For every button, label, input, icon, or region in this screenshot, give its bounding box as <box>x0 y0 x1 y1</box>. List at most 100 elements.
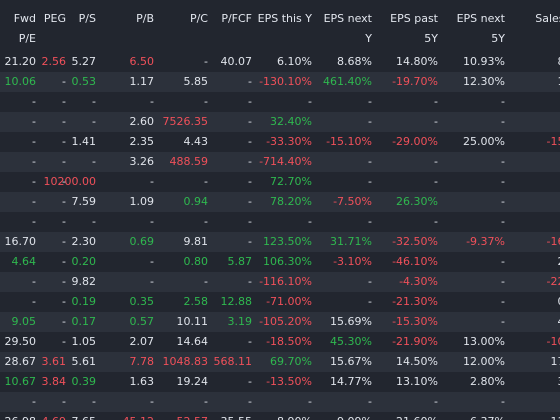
col-header-eps_next_y[interactable]: EPS next <box>323 12 372 25</box>
cell-eps_next_5y: - <box>501 295 505 308</box>
cell-eps_this_y: -714.40% <box>259 155 312 168</box>
cell-sales_past: 4.8 <box>558 312 560 332</box>
cell-eps_next_5y: - <box>501 195 505 208</box>
col-header-peg[interactable]: PEG <box>43 12 66 25</box>
cell-ps: 0.20 <box>71 255 97 268</box>
cell-pc: 7526.35 <box>162 115 209 128</box>
cell-eps_past_5y: 13.10% <box>396 375 438 388</box>
cell-fwd_pe: - <box>32 175 36 188</box>
table-row[interactable]: 26.98 4.69 7.65 45.12 52.57 35.55 8.90% 9.09% 21… <box>0 412 560 420</box>
cell-eps_next_y: 15.67% <box>330 355 372 368</box>
table-row[interactable]: --9.82----116.10%--4.30%--22.8 <box>0 272 560 292</box>
col-header-eps_past_5y[interactable]: EPS past <box>390 12 438 25</box>
cell-fwd_pe: 16.70 <box>4 235 37 248</box>
cell-eps_next_5y: 10.93% <box>463 55 505 68</box>
cell-eps_next_5y: - <box>501 115 505 128</box>
cell-eps_next_y: 14.77% <box>330 375 372 388</box>
col-header-sales_past[interactable]: Sales p <box>535 12 560 25</box>
cell-pfcf: - <box>248 395 252 408</box>
col-header-fwd_pe-line2[interactable]: P/E <box>18 32 36 45</box>
cell-eps_this_y: -130.10% <box>259 75 312 88</box>
table-row[interactable]: --10200.00---72.70%---- <box>0 172 560 192</box>
cell-eps_past_5y: - <box>434 395 438 408</box>
cell-peg: - <box>62 135 66 148</box>
col-header-eps_next_5y-line2[interactable]: 5Y <box>491 32 505 45</box>
cell-ps: 1.05 <box>71 335 97 348</box>
table-row[interactable]: - -1.41 2.35 4.43- -33.30% -15.10% -29.00% 25.0… <box>0 132 560 152</box>
table-row[interactable]: 29.50-1.05 2.07 14.64- -18.50% 45.30% -21.90%… <box>0 332 560 352</box>
table-row[interactable]: 10.67 3.84 0.39 1.63 19.24 - -13.50% 14.77% 13.1… <box>0 372 560 392</box>
table-row[interactable]: ----------- <box>0 92 560 112</box>
cell-pfcf: 35.55 <box>221 412 253 420</box>
cell-eps_next_y: -15.10% <box>326 135 372 148</box>
cell-pfcf: - <box>248 175 252 188</box>
cell-sales_past: -16.4 <box>546 235 560 248</box>
table-row[interactable]: 16.70-2.30 0.69 9.81-123.50% 31.71% -32.50% -… <box>0 232 560 252</box>
cell-sales_past: -22.8 <box>546 275 560 288</box>
cell-ps: 10200.00 <box>43 175 97 188</box>
col-header-eps_next_5y[interactable]: EPS next <box>456 12 505 25</box>
cell-pb: 1.63 <box>129 375 155 388</box>
col-header-pfcf[interactable]: P/FCF <box>221 12 252 25</box>
cell-eps_next_5y: - <box>501 275 505 288</box>
cell-eps_next_y: - <box>368 295 372 308</box>
col-header-eps_this_y[interactable]: EPS this Y <box>257 12 312 25</box>
cell-eps_this_y: 69.70% <box>270 355 312 368</box>
cell-sales_past: 0.7 <box>558 292 560 312</box>
cell-ps: - <box>92 95 96 108</box>
cell-eps_next_y: -3.10% <box>333 255 372 268</box>
col-header-ps[interactable]: P/S <box>78 12 96 25</box>
cell-pfcf: 12.88 <box>220 295 253 308</box>
cell-eps_past_5y: - <box>434 175 438 188</box>
cell-peg: - <box>62 315 66 328</box>
cell-fwd_pe: - <box>32 275 36 288</box>
cell-pc: 52.57 <box>177 412 209 420</box>
cell-eps_next_5y: -9.37% <box>466 235 505 248</box>
cell-eps_next_5y: 6.37% <box>470 412 505 420</box>
cell-pc: - <box>204 95 208 108</box>
table-row[interactable]: 4.64-0.20-0.805.87106.30%-3.10%-46.10%-2… <box>0 252 560 272</box>
cell-peg: - <box>62 95 66 108</box>
cell-pb: 6.50 <box>129 55 155 68</box>
cell-eps_next_y: 45.30% <box>330 335 372 348</box>
cell-ps: 0.39 <box>71 375 97 388</box>
cell-pb: 3.26 <box>129 155 155 168</box>
col-header-pc[interactable]: P/C <box>189 12 208 25</box>
col-header-eps_next_y-line2[interactable]: Y <box>365 32 372 45</box>
cell-eps_past_5y: 14.50% <box>396 355 438 368</box>
cell-eps_next_y: 9.09% <box>337 412 372 420</box>
cell-eps_past_5y: -4.30% <box>399 275 438 288</box>
table-row[interactable]: 28.67 3.61 5.61 7.78 1048.83 568.11 69.70% 15.6… <box>0 352 560 372</box>
col-header-fwd_pe[interactable]: Fwd <box>13 12 36 25</box>
table-row[interactable]: ----------- <box>0 212 560 232</box>
table-row[interactable]: 21.20 2.56 5.27 6.50 -40.07 6.10% 8.68% 14.80% 1… <box>0 52 560 72</box>
col-header-eps_past_5y-line2[interactable]: 5Y <box>424 32 438 45</box>
cell-pfcf: 568.11 <box>213 355 253 368</box>
cell-peg: 3.84 <box>41 375 67 388</box>
cell-peg: - <box>62 195 66 208</box>
cell-ps: 9.82 <box>71 275 97 288</box>
cell-eps_next_5y: - <box>501 215 505 228</box>
table-row[interactable]: ----------- <box>0 392 560 412</box>
cell-eps_this_y: 123.50% <box>263 235 312 248</box>
cell-peg: - <box>62 395 66 408</box>
cell-ps: 0.17 <box>71 315 97 328</box>
cell-eps_next_y: 15.69% <box>330 315 372 328</box>
cell-eps_past_5y: - <box>434 115 438 128</box>
cell-pc: - <box>204 175 208 188</box>
cell-pb: 7.78 <box>129 355 155 368</box>
cell-eps_this_y: - <box>308 95 312 108</box>
cell-sales_past: -10.2 <box>546 335 560 348</box>
col-header-pb[interactable]: P/B <box>136 12 154 25</box>
cell-peg: - <box>62 295 66 308</box>
table-row[interactable]: --7.591.090.94-78.20%-7.50%26.30%-- <box>0 192 560 212</box>
cell-pb: 1.17 <box>129 75 155 88</box>
table-row[interactable]: 10.06-0.53 1.17 5.85- -130.10% 461.40% -19.70… <box>0 72 560 92</box>
table-row[interactable]: 9.05-0.17 0.57 10.11 3.19 -105.20% 15.69% -15.… <box>0 312 560 332</box>
cell-ps: 7.59 <box>71 195 97 208</box>
cell-fwd_pe: - <box>32 155 36 168</box>
cell-peg: - <box>62 175 66 188</box>
